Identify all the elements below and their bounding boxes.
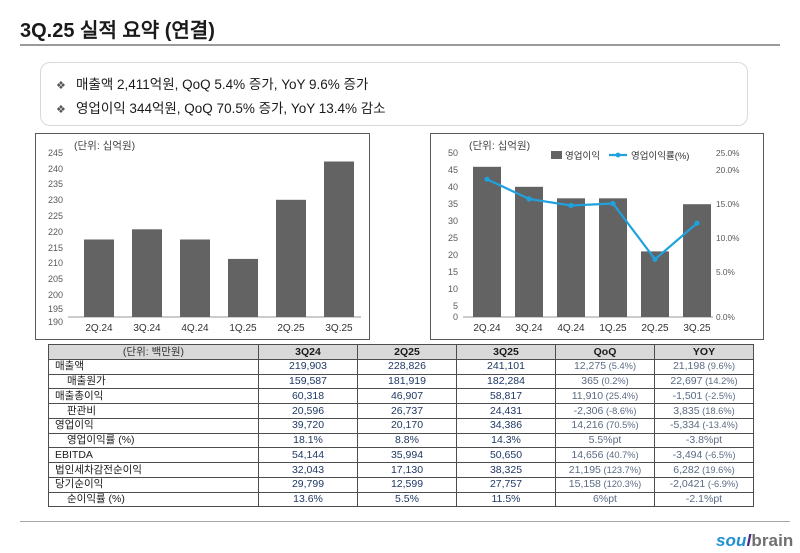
svg-text:1Q.25: 1Q.25 bbox=[599, 323, 627, 334]
svg-text:3Q.25: 3Q.25 bbox=[325, 323, 353, 334]
svg-text:205: 205 bbox=[48, 274, 63, 284]
svg-text:235: 235 bbox=[48, 179, 63, 189]
svg-text:40: 40 bbox=[448, 182, 458, 192]
svg-text:20: 20 bbox=[448, 250, 458, 260]
svg-text:15.0%: 15.0% bbox=[716, 199, 740, 209]
svg-text:2Q.24: 2Q.24 bbox=[473, 323, 501, 334]
svg-text:20.0%: 20.0% bbox=[716, 165, 740, 175]
svg-text:215: 215 bbox=[48, 243, 63, 253]
svg-text:15: 15 bbox=[448, 267, 458, 277]
svg-text:2Q.24: 2Q.24 bbox=[85, 323, 113, 334]
svg-text:3Q.24: 3Q.24 bbox=[133, 323, 161, 334]
svg-text:2Q.25: 2Q.25 bbox=[641, 323, 669, 334]
svg-text:10: 10 bbox=[448, 284, 458, 294]
svg-text:2Q.25: 2Q.25 bbox=[277, 323, 305, 334]
svg-text:25: 25 bbox=[448, 233, 458, 243]
svg-text:1Q.25: 1Q.25 bbox=[229, 323, 257, 334]
svg-text:210: 210 bbox=[48, 258, 63, 268]
svg-text:4Q.24: 4Q.24 bbox=[557, 323, 585, 334]
svg-text:225: 225 bbox=[48, 211, 63, 221]
svg-text:영업이익: 영업이익 bbox=[565, 150, 600, 162]
svg-text:190: 190 bbox=[48, 317, 63, 327]
svg-text:4Q.24: 4Q.24 bbox=[181, 323, 209, 334]
svg-text:0: 0 bbox=[453, 312, 458, 322]
svg-text:200: 200 bbox=[48, 290, 63, 300]
svg-text:220: 220 bbox=[48, 227, 63, 237]
svg-text:3Q.24: 3Q.24 bbox=[515, 323, 543, 334]
svg-text:30: 30 bbox=[448, 216, 458, 226]
svg-text:230: 230 bbox=[48, 195, 63, 205]
svg-text:25.0%: 25.0% bbox=[716, 148, 740, 158]
svg-text:5.0%: 5.0% bbox=[716, 267, 736, 277]
svg-text:50: 50 bbox=[448, 148, 458, 158]
svg-text:3Q.25: 3Q.25 bbox=[683, 323, 711, 334]
svg-text:0.0%: 0.0% bbox=[716, 312, 736, 322]
svg-text:영업이익률(%): 영업이익률(%) bbox=[631, 150, 689, 162]
svg-text:45: 45 bbox=[448, 165, 458, 175]
svg-text:245: 245 bbox=[48, 148, 63, 158]
svg-text:195: 195 bbox=[48, 304, 63, 314]
svg-text:10.0%: 10.0% bbox=[716, 233, 740, 243]
svg-text:5: 5 bbox=[453, 301, 458, 311]
svg-text:240: 240 bbox=[48, 164, 63, 174]
svg-text:35: 35 bbox=[448, 199, 458, 209]
